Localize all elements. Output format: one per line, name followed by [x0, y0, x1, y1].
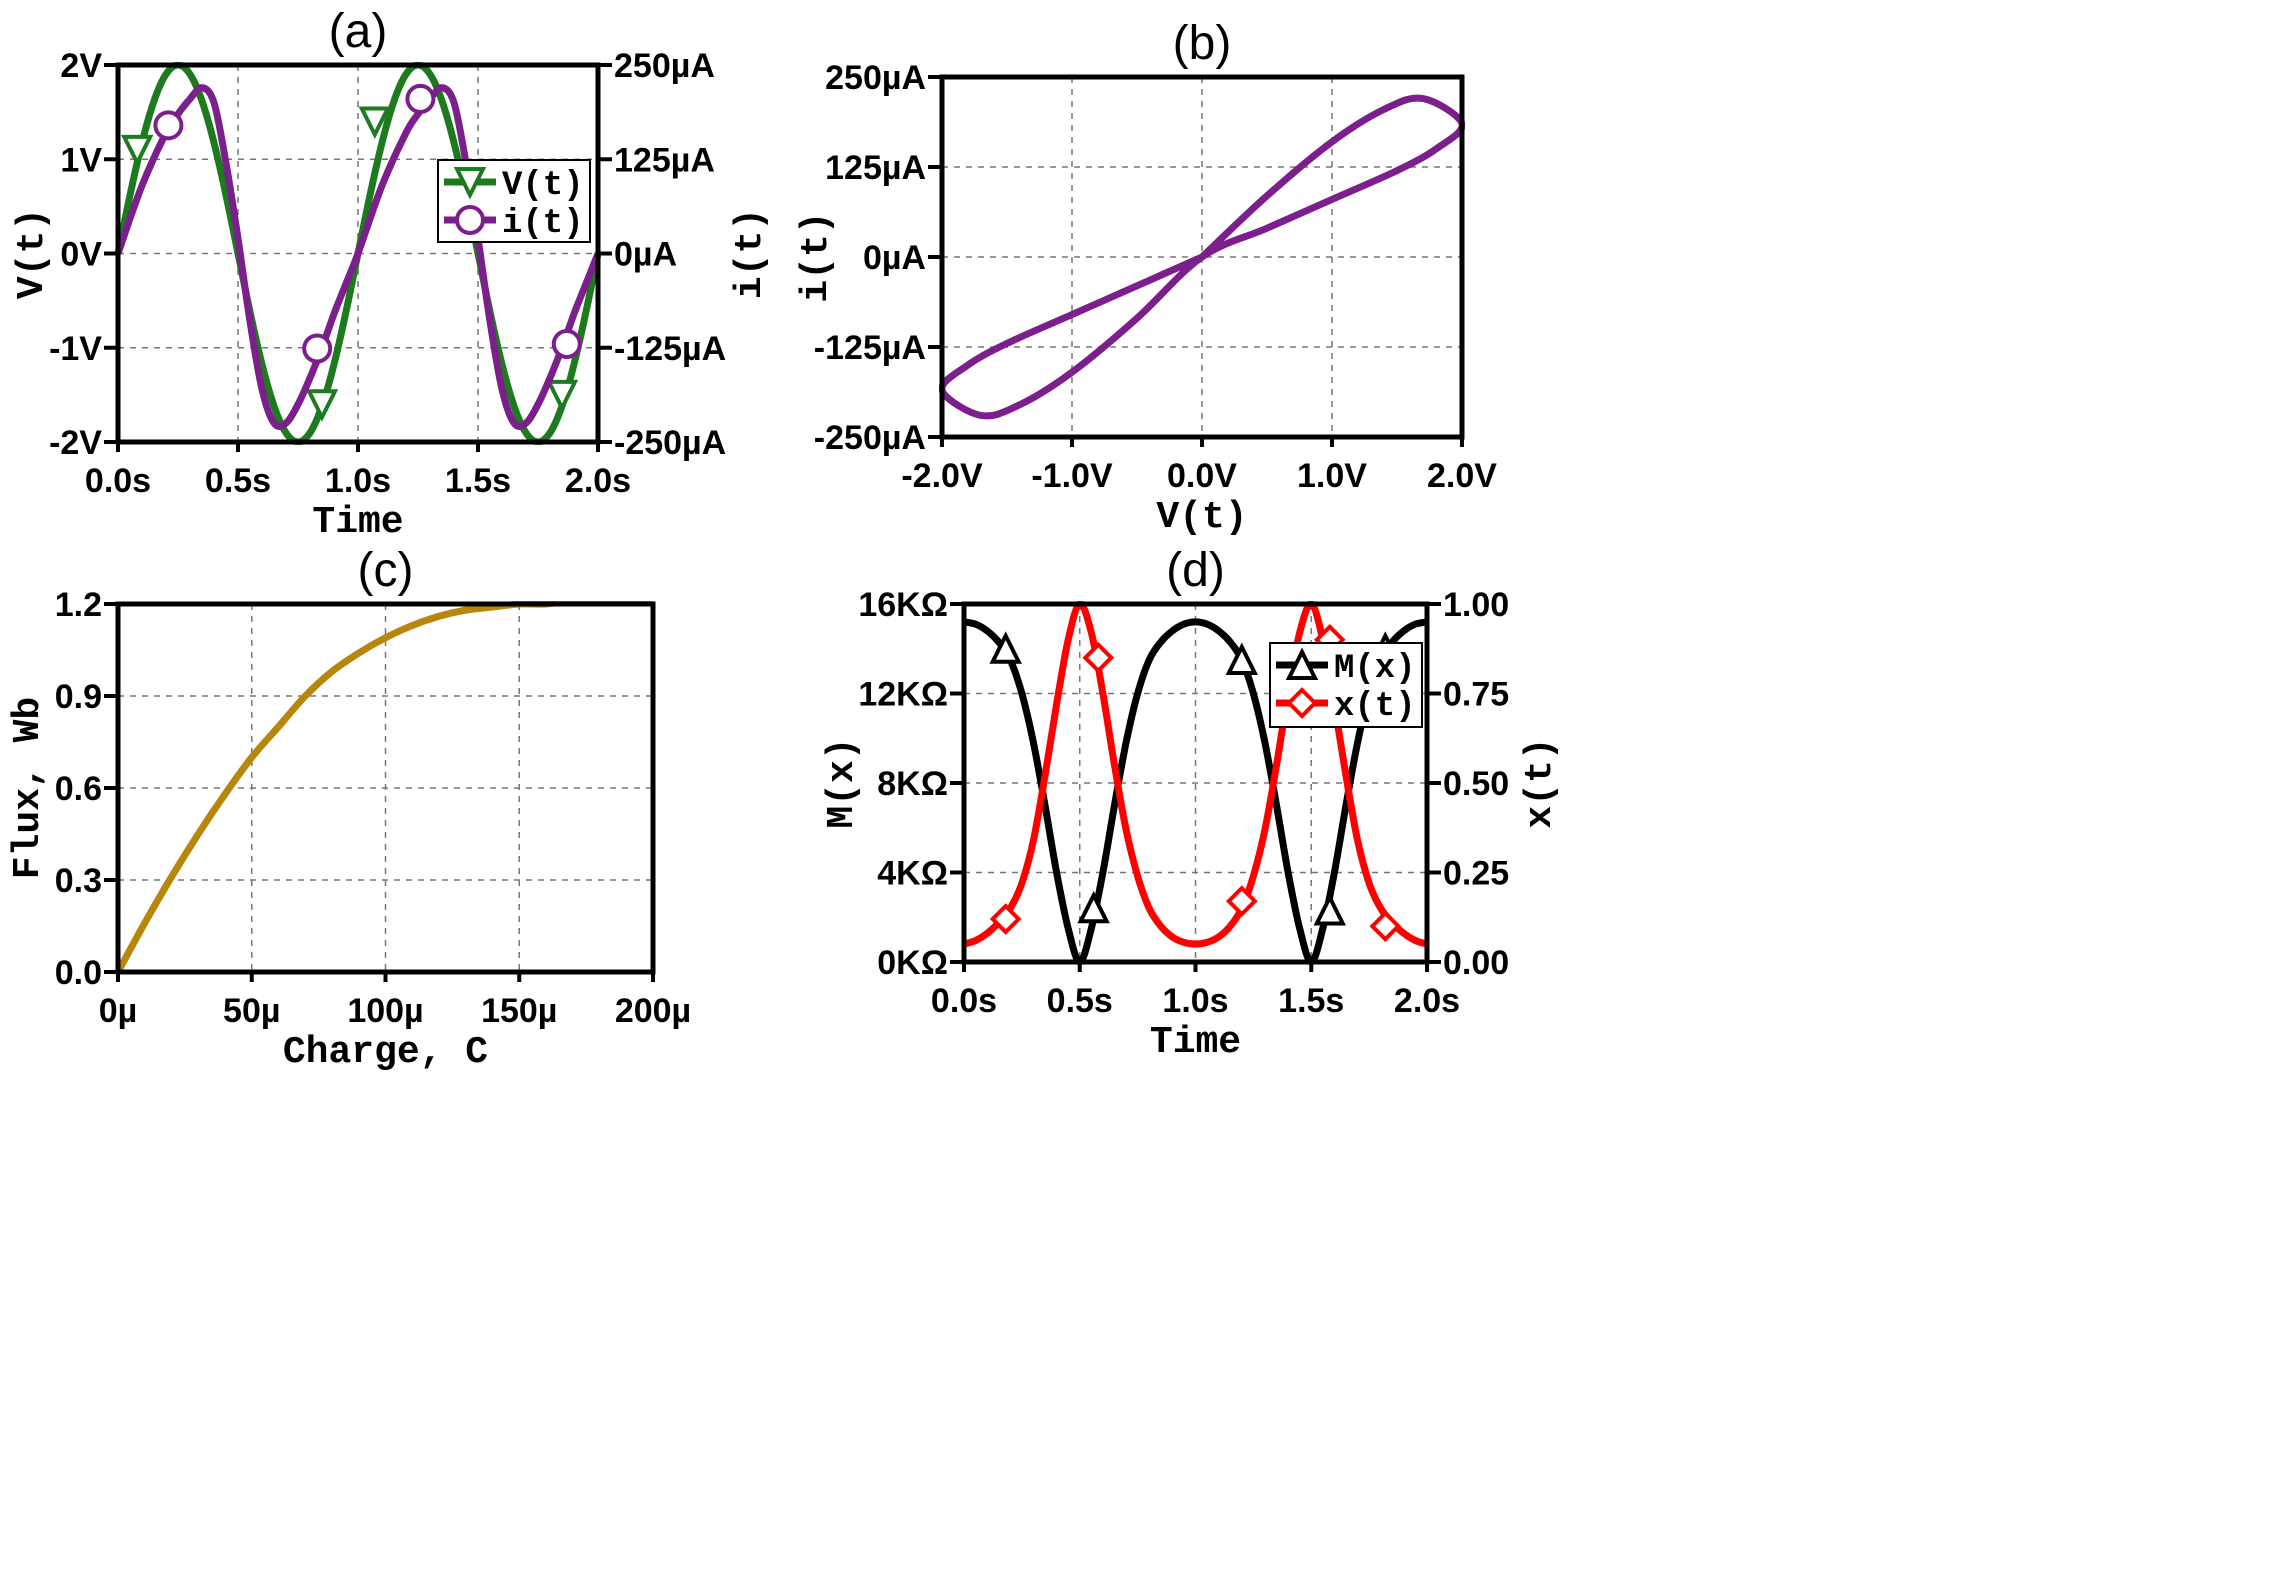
x-tick-label: 1.5s: [445, 462, 511, 500]
y-tick-label-left: 2V: [60, 47, 102, 85]
data-marker: [358, 106, 392, 140]
y-tick-label-left: -250µA: [814, 419, 926, 457]
legend-marker: [1286, 687, 1318, 719]
series-line-it: [115, 84, 601, 430]
series-line-xt: [962, 601, 1429, 948]
y-axis-label-left: M(x): [821, 737, 864, 828]
y-tick-label-right: 0.25: [1443, 855, 1509, 893]
y-tick-label-right: -250µA: [614, 424, 726, 462]
x-tick-label: 1.0V: [1297, 457, 1367, 495]
y-tick-label-left: 1.2: [55, 586, 102, 624]
x-tick-label: 0.0s: [931, 982, 997, 1020]
y-tick-label-left: 0V: [60, 236, 102, 274]
data-marker: [1369, 910, 1402, 943]
data-marker: [153, 110, 184, 141]
y-tick-label-left: 1V: [60, 141, 102, 179]
legend-label: M(x): [1334, 650, 1416, 688]
panel-label: (a): [329, 5, 388, 58]
x-axis-label: Charge, C: [283, 1031, 488, 1074]
legend-marker: [453, 167, 487, 200]
legend-label: i(t): [502, 205, 584, 243]
data-marker: [989, 903, 1022, 935]
y-axis-label-left: Flux, Wb: [7, 697, 50, 879]
x-axis-label: Time: [312, 501, 403, 544]
legend-label: V(t): [502, 167, 584, 205]
y-tick-label-right: 125µA: [614, 141, 715, 179]
y-axis-label-left: i(t): [795, 211, 838, 302]
x-tick-label: 0.0V: [1167, 457, 1237, 495]
data-marker: [1077, 890, 1110, 924]
x-tick-label: 100µ: [347, 992, 423, 1030]
data-marker: [1225, 642, 1259, 675]
legend-marker: [1285, 647, 1319, 680]
legend-box: [1269, 642, 1423, 728]
y-tick-label-left: 4KΩ: [877, 855, 948, 893]
legend: V(t)i(t): [437, 159, 591, 243]
y-tick-label-left: -1V: [49, 330, 102, 368]
y-tick-label-left: -2V: [49, 424, 102, 462]
y-tick-label-left: 12KΩ: [858, 676, 948, 714]
legend-label: x(t): [1334, 688, 1416, 726]
y-tick-label-left: 0.6: [55, 770, 102, 808]
x-tick-label: -2.0V: [901, 457, 983, 495]
y-tick-label-right: -125µA: [614, 330, 726, 368]
data-marker: [1082, 641, 1115, 674]
y-tick-label-left: 0.0: [55, 954, 102, 992]
data-marker: [305, 389, 339, 422]
x-tick-label: 200µ: [615, 992, 691, 1030]
legend-marker: [455, 205, 485, 235]
data-marker: [1313, 893, 1347, 926]
data-marker: [120, 134, 154, 168]
y-axis-label-right: i(t): [729, 208, 772, 299]
panel-label: (c): [358, 544, 414, 597]
y-tick-label-right: 0.75: [1443, 676, 1509, 714]
panel-label: (b): [1173, 17, 1232, 70]
chart-panel-b: (b) -2.0V -1.0V 0.0V 1.0V 2.0V V(t) -250µA -125µ…: [795, 17, 1497, 539]
y-tick-label-left: 0.9: [55, 678, 102, 716]
data-marker: [1225, 885, 1258, 917]
x-tick-label: 2.0V: [1427, 457, 1497, 495]
data-marker: [302, 333, 333, 364]
series-line-itvsvt: [939, 94, 1465, 420]
data-marker: [989, 631, 1022, 664]
x-tick-label: -1.0V: [1031, 457, 1113, 495]
y-tick-label-left: -125µA: [814, 329, 926, 367]
x-tick-label: 2.0s: [565, 462, 631, 500]
y-tick-label-left: 0KΩ: [877, 944, 948, 982]
y-tick-label-left: 0µA: [863, 239, 926, 277]
y-tick-label-left: 0.3: [55, 862, 102, 900]
y-tick-label-left: 250µA: [825, 59, 926, 97]
y-tick-label-right: 0µA: [614, 236, 677, 274]
x-tick-label: 0.0s: [85, 462, 151, 500]
y-tick-label-left: 125µA: [825, 149, 926, 187]
data-marker: [551, 328, 582, 359]
chart-panel-c: (c) 0µ 50µ 100µ 150µ 200µ Charge, C 0.0 0.3 0.6 0.…: [7, 544, 691, 1074]
x-tick-label: 0.5s: [1047, 982, 1113, 1020]
chart-panel-d: (d) 0.0s 0.5s 1.0s 1.5s 2.0s Time 0KΩ 4KΩ 8KΩ 12KΩ…: [821, 544, 1562, 1064]
y-tick-label-left: 16KΩ: [858, 586, 948, 624]
x-tick-label: 1.0s: [325, 462, 391, 500]
legend: M(x)x(t): [1269, 642, 1423, 728]
y-tick-label-right: 250µA: [614, 47, 715, 85]
x-tick-label: 0.5s: [205, 462, 271, 500]
y-tick-label-right: 0.00: [1443, 944, 1509, 982]
x-axis-label: Time: [1150, 1021, 1241, 1064]
data-marker: [405, 83, 436, 114]
x-tick-label: 0µ: [99, 992, 138, 1030]
x-tick-label: 150µ: [481, 992, 557, 1030]
y-tick-label-right: 0.50: [1443, 765, 1509, 803]
x-axis-label: V(t): [1156, 496, 1247, 539]
chart-panel-a: (a) 0.0s 0.5s 1.0s 1.5s 2.0s Time -2V -1V 0V 1V 2V V…: [11, 5, 772, 544]
panel-label: (d): [1166, 544, 1225, 597]
y-axis-label-right: x(t): [1519, 737, 1562, 828]
x-tick-label: 2.0s: [1394, 982, 1460, 1020]
y-tick-label-right: 1.00: [1443, 586, 1509, 624]
x-tick-label: 1.5s: [1278, 982, 1344, 1020]
x-tick-label: 50µ: [223, 992, 280, 1030]
data-marker: [545, 379, 579, 413]
x-tick-label: 1.0s: [1162, 982, 1228, 1020]
y-axis-label-left: V(t): [11, 208, 54, 299]
y-tick-label-left: 8KΩ: [877, 765, 948, 803]
